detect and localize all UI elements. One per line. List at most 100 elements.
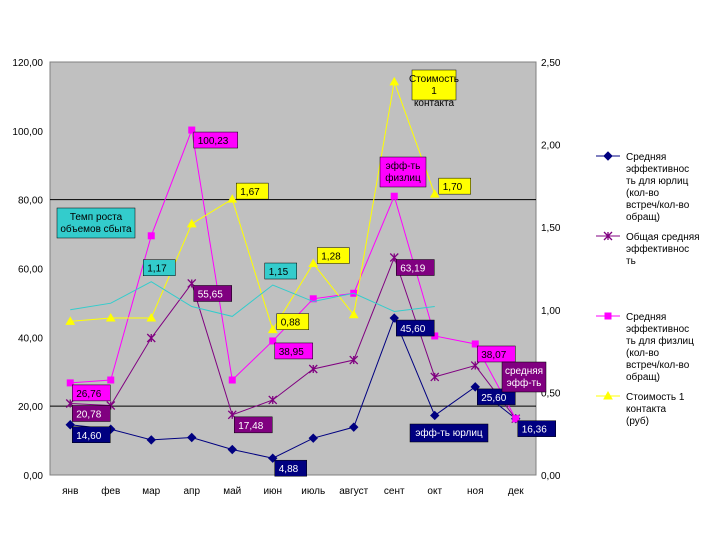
series-line — [70, 256, 517, 419]
callout-text: средняя — [505, 366, 543, 377]
callout-text: контакта — [414, 98, 455, 109]
callout-text: объемов сбыта — [60, 223, 132, 235]
x-tick-label: август — [339, 486, 368, 497]
callout-text: эфф-ть — [507, 377, 542, 389]
legend-text: встреч/кол-во — [626, 200, 690, 211]
data-point — [512, 415, 520, 423]
legend-text: обращ) — [626, 211, 660, 223]
legend-text: встреч/кол-во — [626, 360, 690, 371]
data-point — [603, 390, 613, 400]
data-point — [188, 126, 196, 134]
legend-text: (руб) — [626, 415, 649, 427]
data-point — [349, 422, 359, 432]
right-tick-label: 2,50 — [541, 58, 561, 69]
series-line — [70, 281, 435, 317]
data-point — [267, 324, 278, 334]
legend-text: Средняя — [626, 152, 666, 163]
data-label-box — [276, 313, 309, 330]
data-label: 16,36 — [522, 425, 547, 436]
data-label-box — [477, 388, 516, 406]
data-label-box — [517, 420, 556, 437]
data-point — [147, 232, 155, 240]
left-tick-label: 20,00 — [18, 402, 43, 413]
legend-text: контакта — [626, 404, 667, 415]
data-point — [308, 364, 318, 374]
data-label: 20,78 — [76, 409, 101, 420]
data-point — [349, 355, 359, 365]
series-line — [70, 79, 436, 331]
right-tick-label: 0,00 — [541, 471, 561, 482]
data-label-box — [396, 319, 435, 337]
data-label-box — [317, 247, 350, 264]
legend-text: эффективнос — [626, 163, 689, 175]
data-point — [268, 395, 278, 405]
data-label-box — [396, 259, 435, 276]
x-tick-label: сент — [384, 486, 405, 497]
callout-text: эфф-ть юрлиц — [415, 427, 483, 439]
data-label: 1,70 — [443, 182, 463, 193]
data-point — [268, 453, 278, 463]
data-labels: 14,60 4,88 45,60 25,60 16,36 20,78 55,65 17,48 6… — [72, 131, 556, 477]
data-point — [603, 151, 613, 161]
data-point — [65, 316, 76, 325]
left-tick-label: 60,00 — [18, 265, 43, 276]
right-tick-label: 1,00 — [541, 306, 561, 317]
x-tick-label: июль — [301, 486, 325, 497]
data-label: 1,15 — [269, 267, 289, 278]
x-tick-label: мар — [142, 486, 160, 497]
callout-box — [409, 423, 489, 443]
data-label: 38,95 — [279, 347, 304, 358]
data-point — [430, 372, 440, 382]
data-label-box — [193, 285, 232, 302]
data-point — [308, 258, 319, 268]
data-label-box — [236, 182, 269, 200]
left-tick-label: 100,00 — [12, 127, 43, 138]
legend-text: ть для юрлиц — [626, 176, 689, 187]
data-label: 38,07 — [481, 350, 506, 361]
data-point — [389, 76, 400, 86]
callout-box — [379, 156, 427, 188]
data-label-box — [72, 426, 111, 444]
data-point — [603, 231, 613, 241]
legend-text: ть для физлиц — [626, 335, 694, 347]
data-label-box — [264, 262, 297, 280]
data-point — [348, 309, 359, 319]
callout-box — [501, 361, 547, 393]
data-label: 100,23 — [198, 136, 229, 147]
callout-text: 1 — [431, 86, 437, 97]
legend-text: Средняя — [626, 312, 666, 323]
x-tick-label: июн — [263, 486, 282, 497]
x-tick-label: дек — [508, 486, 524, 497]
data-point — [471, 340, 479, 348]
x-tick-label: фев — [101, 485, 120, 497]
data-point — [186, 218, 197, 228]
data-point — [146, 435, 156, 445]
data-label: 1,28 — [321, 252, 341, 263]
data-point — [390, 192, 398, 200]
data-point — [228, 376, 236, 384]
data-label-box — [143, 259, 176, 276]
left-tick-label: 120,00 — [12, 58, 43, 69]
legend-text: Стоимость 1 — [626, 392, 685, 403]
data-point — [146, 313, 157, 322]
x-tick-label: ноя — [467, 486, 484, 497]
axes: 0,00 20,00 40,00 60,00 80,00 100,00 120,00 0,00… — [12, 58, 560, 497]
data-label: 14,60 — [76, 431, 101, 442]
data-point — [107, 376, 115, 384]
data-label-box — [72, 405, 111, 422]
data-label: 26,76 — [76, 389, 101, 400]
legend-text: эффективнос — [626, 243, 689, 255]
x-tick-label: окт — [427, 486, 442, 497]
legend-text: эффективнос — [626, 323, 689, 335]
left-tick-label: 80,00 — [18, 196, 43, 207]
data-label-box — [274, 342, 313, 360]
data-point — [146, 333, 156, 343]
data-point — [66, 379, 74, 387]
callout-text: физлиц — [385, 172, 421, 184]
data-label-box — [477, 345, 516, 363]
data-point — [269, 337, 277, 345]
data-label: 0,88 — [281, 318, 301, 329]
